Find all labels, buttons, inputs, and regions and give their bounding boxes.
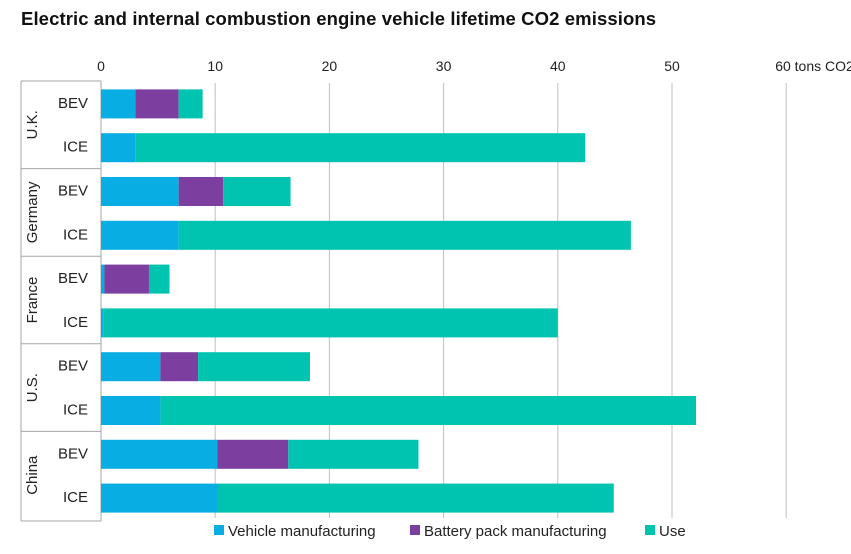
bars [101,89,696,513]
bar-vehicle-manufacturing [101,308,104,338]
group-label: Germany [24,181,41,243]
category-label: ICE [63,314,88,331]
bar-use [198,352,310,382]
bar-use [148,264,170,294]
bar-use [223,177,291,206]
bar-battery-manufacturing [135,89,179,119]
category-label: BEV [58,270,88,287]
category-label: ICE [63,226,88,243]
bar-use [178,220,631,250]
legend-swatch [645,525,655,535]
legend-label: Vehicle manufacturing [228,523,376,540]
bar-vehicle-manufacturing [101,177,179,206]
x-tick-label: 40 [550,58,566,74]
category-label: BEV [58,445,88,462]
bar-vehicle-manufacturing [101,483,218,513]
x-tick-label: 20 [322,58,338,74]
category-label: ICE [63,139,88,156]
group-label: China [24,455,41,495]
x-tick-label: 10 [207,58,223,74]
legend-swatch [410,525,420,535]
bar-battery-manufacturing [104,264,149,294]
x-tick-label: 30 [436,58,452,74]
category-label: BEV [58,95,88,112]
bar-use [217,483,614,513]
x-tick-label: 0 [97,58,105,74]
bar-battery-manufacturing [217,439,289,469]
bar-use [135,133,586,163]
bar-vehicle-manufacturing [101,89,136,119]
bar-vehicle-manufacturing [101,396,161,425]
bar-battery-manufacturing [178,177,224,206]
category-label: ICE [63,489,88,506]
bar-use [288,439,419,469]
bar-use [160,396,696,425]
legend-swatch [214,525,224,535]
axis-labels: 0 10 20 30 40 50 60 tons CO2 U.K. BEV ICE Germany B… [24,58,851,506]
bar-vehicle-manufacturing [101,220,179,250]
bar-battery-manufacturing [160,352,199,382]
legend-label: Use [659,523,686,540]
legend: Vehicle manufacturing Battery pack manufa… [214,523,686,540]
legend-label: Battery pack manufacturing [424,523,607,540]
bar-vehicle-manufacturing [101,133,136,163]
chart-title: Electric and internal combustion engine … [21,8,657,29]
bar-vehicle-manufacturing [101,352,161,382]
bar-use [103,308,558,338]
x-tick-label: 60 tons CO2 [775,58,851,74]
category-label: BEV [58,358,88,375]
bar-vehicle-manufacturing [101,264,105,294]
group-label: U.S. [24,373,41,402]
category-label: ICE [63,401,88,418]
group-label: U.K. [24,110,41,139]
x-tick-label: 50 [664,58,680,74]
bar-use [178,89,203,119]
bar-vehicle-manufacturing [101,439,218,469]
category-label: BEV [58,182,88,199]
group-label: France [24,277,41,324]
